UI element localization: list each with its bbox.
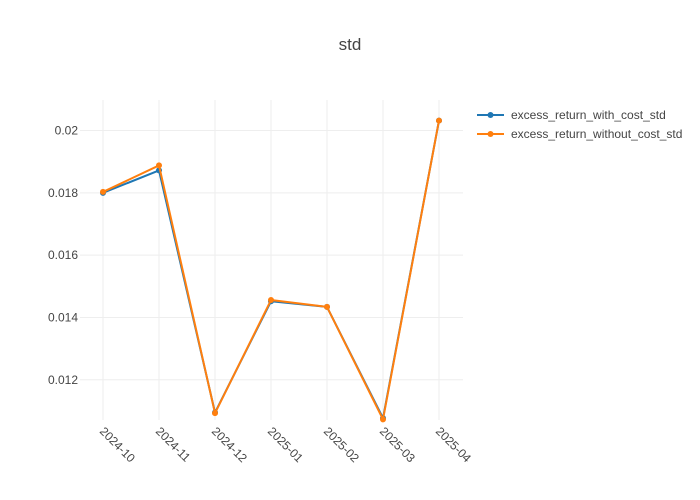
series-2: [100, 117, 442, 423]
y-tick-label: 0.012: [48, 373, 78, 387]
data-point[interactable]: [212, 410, 218, 417]
legend-marker: [487, 131, 494, 137]
data-point[interactable]: [436, 117, 442, 124]
data-point[interactable]: [156, 162, 162, 169]
y-axis: 0.012 0.014 0.016 0.018 0.02: [48, 124, 78, 387]
data-point[interactable]: [324, 303, 330, 310]
y-tick-label: 0.018: [48, 186, 78, 200]
legend-item[interactable]: excess_return_without_cost_std: [477, 127, 682, 141]
y-tick-label: 0.02: [55, 124, 79, 138]
legend[interactable]: excess_return_with_cost_std excess_return…: [477, 108, 682, 141]
legend-label: excess_return_with_cost_std: [511, 108, 666, 122]
y-tick-label: 0.014: [48, 310, 78, 324]
legend-marker: [487, 112, 494, 118]
legend-item[interactable]: excess_return_with_cost_std: [477, 108, 666, 122]
y-tick-label: 0.016: [48, 248, 78, 262]
plot-series: [100, 117, 442, 423]
legend-label: excess_return_without_cost_std: [511, 127, 682, 141]
data-point[interactable]: [380, 416, 386, 423]
gridlines: [80, 100, 463, 420]
chart-title: std: [339, 35, 362, 54]
data-point[interactable]: [268, 297, 274, 304]
data-point[interactable]: [100, 188, 106, 195]
